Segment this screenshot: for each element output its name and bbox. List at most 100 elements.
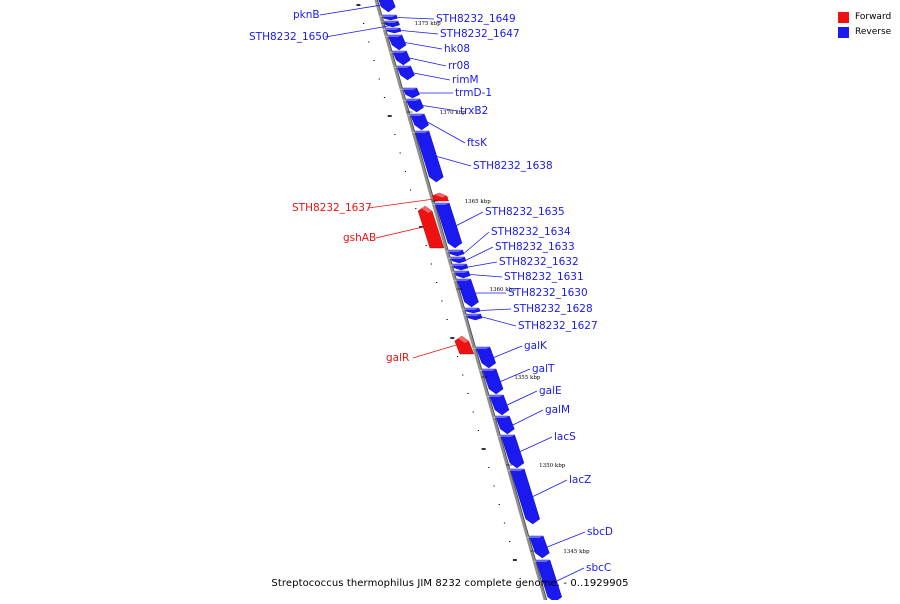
gene-arrow-STH8232_1631[interactable] <box>454 270 471 279</box>
gene-arrow-STH8232_1628[interactable] <box>464 307 481 314</box>
gene-highlight <box>450 271 469 273</box>
gene-arrow-STH8232_1647[interactable] <box>385 27 402 34</box>
gene-label-galE[interactable]: galE <box>539 385 562 397</box>
gene-highlight <box>471 347 490 349</box>
gene-arrow-lacZ[interactable] <box>509 468 541 525</box>
gene-highlight <box>410 131 429 133</box>
gene-highlight <box>388 51 407 53</box>
gene-arrow-STH8232_1632[interactable] <box>452 263 469 271</box>
gene-arrow-rimM[interactable] <box>396 65 415 81</box>
gene-leader-STH8232_1647 <box>401 30 439 35</box>
gene-leader-sbcC <box>556 567 585 582</box>
gene-arrow-STH8232_1650[interactable] <box>383 20 400 28</box>
gene-highlight <box>431 203 450 205</box>
gene-label-STH8232_1632[interactable]: STH8232_1632 <box>499 256 579 268</box>
gene-label-galK[interactable]: galK <box>524 340 548 352</box>
gene-highlight <box>444 250 463 252</box>
gene-arrow-galK[interactable] <box>475 346 497 369</box>
gene-arrow-sbcD[interactable] <box>528 535 550 559</box>
gene-label-STH8232_1638[interactable]: STH8232_1638 <box>473 160 553 172</box>
gene-leader-galE <box>507 390 538 406</box>
gene-leader-STH8232_1633 <box>466 246 494 261</box>
gene-leader-galM <box>512 409 544 426</box>
gene-arrow-STH8232_1627[interactable] <box>466 313 483 321</box>
gene-arrow-galT[interactable] <box>481 368 504 395</box>
gene-highlight <box>531 560 550 562</box>
gene-label-galM[interactable]: galM <box>545 404 570 416</box>
gene-arrow-STH8232_1635[interactable] <box>434 202 463 249</box>
gene-arrow-rr08[interactable] <box>392 50 411 66</box>
gene-label-lacZ[interactable]: lacZ <box>569 474 591 486</box>
gene-leader-hk08 <box>404 42 443 50</box>
gene-leader-rimM <box>413 72 451 81</box>
legend-forward-swatch <box>838 11 849 23</box>
gene-arrow-STH8232_1649[interactable] <box>381 14 398 21</box>
tick-layer: 1375 kbp 1370 kbp 1365 kbp 1360 kbp 1355 kbp… <box>381 21 590 555</box>
gene-highlight <box>491 416 510 418</box>
gene-leader-galT <box>500 368 531 382</box>
gene-highlight <box>398 88 417 90</box>
gene-label-STH8232_1647[interactable]: STH8232_1647 <box>440 28 520 40</box>
kbp-tick-label: 1345 kbp <box>563 549 590 555</box>
gene-label-STH8232_1649[interactable]: STH8232_1649 <box>436 13 516 25</box>
gene-arrow-galM[interactable] <box>495 415 515 435</box>
gene-highlight <box>478 369 497 371</box>
gene-leader-STH8232_1631 <box>470 274 503 278</box>
gene-arrow-ftsK[interactable] <box>409 113 429 131</box>
gene-leader-gshAB <box>375 226 424 239</box>
genome-backbone <box>374 0 548 604</box>
gene-arrow-lacS[interactable] <box>500 434 525 469</box>
gene-highlight <box>525 536 544 538</box>
gene-arrow-STH8232_1634[interactable] <box>448 249 465 257</box>
gene-leader-lacZ <box>532 479 568 497</box>
gene-label-STH8232_1628[interactable]: STH8232_1628 <box>513 303 593 315</box>
kbp-tick-label: 1365 kbp <box>465 199 492 205</box>
gene-label-sbcD[interactable]: sbcD <box>587 526 613 538</box>
gene-highlight <box>421 206 433 213</box>
gene-highlight <box>457 336 469 343</box>
gene-label-gshAB[interactable]: gshAB <box>343 232 376 244</box>
gene-label-rimM[interactable]: rimM <box>452 74 479 86</box>
gene-arrow-gshAB[interactable] <box>417 205 445 249</box>
gene-label-galR[interactable]: galR <box>386 352 409 364</box>
gene-arrow-hk08[interactable] <box>387 34 407 51</box>
gene-leader-rr08 <box>409 57 447 67</box>
gene-label-trxB2[interactable]: trxB2 <box>460 105 488 117</box>
gene-label-sbcC[interactable]: sbcC <box>586 562 611 574</box>
gene-arrow-STH8232_1630[interactable] <box>456 278 479 308</box>
gene-arrow-galE[interactable] <box>489 394 510 416</box>
gene-highlight <box>381 28 400 30</box>
gene-label-galT[interactable]: galT <box>532 363 555 375</box>
gene-label-lacS[interactable]: lacS <box>554 431 576 443</box>
gene-label-STH8232_1650[interactable]: STH8232_1650 <box>249 31 329 43</box>
gene-arrow-galR[interactable] <box>454 335 475 355</box>
gene-label-hk08[interactable]: hk08 <box>444 43 470 55</box>
gene-highlight <box>379 21 398 23</box>
gene-leader-STH8232_1638 <box>437 156 472 167</box>
gene-label-rr08[interactable]: rr08 <box>448 60 470 72</box>
gene-label-pknB[interactable]: pknB <box>293 9 320 21</box>
gene-arrow-STH8232_1638[interactable] <box>414 130 444 183</box>
kbp-tick-label: 1355 kbp <box>514 375 541 381</box>
gene-label-STH8232_1637[interactable]: STH8232_1637 <box>292 202 372 214</box>
gene-leader-STH8232_1627 <box>482 316 517 327</box>
gene-arrow-trxB2[interactable] <box>405 98 424 113</box>
gene-label-STH8232_1630[interactable]: STH8232_1630 <box>508 287 588 299</box>
gene-highlight <box>435 193 447 198</box>
gene-highlight <box>378 15 397 17</box>
gene-arrow-STH8232_1633[interactable] <box>450 256 467 264</box>
gene-label-STH8232_1627[interactable]: STH8232_1627 <box>518 320 598 332</box>
legend-reverse-label: Reverse <box>855 27 892 37</box>
gene-label-STH8232_1631[interactable]: STH8232_1631 <box>504 271 584 283</box>
gene-leader-trxB2 <box>422 105 459 112</box>
gene-label-STH8232_1633[interactable]: STH8232_1633 <box>495 241 575 253</box>
gene-label-STH8232_1634[interactable]: STH8232_1634 <box>491 226 571 238</box>
gene-label-ftsK[interactable]: ftsK <box>467 137 488 149</box>
gene-label-STH8232_1635[interactable]: STH8232_1635 <box>485 206 565 218</box>
gene-leader-STH8232_1635 <box>456 211 484 226</box>
strand-legend: Forward Reverse <box>838 10 891 40</box>
gene-label-trmD-1[interactable]: trmD-1 <box>455 87 492 99</box>
gene-arrow-trmD-1[interactable] <box>402 87 420 99</box>
